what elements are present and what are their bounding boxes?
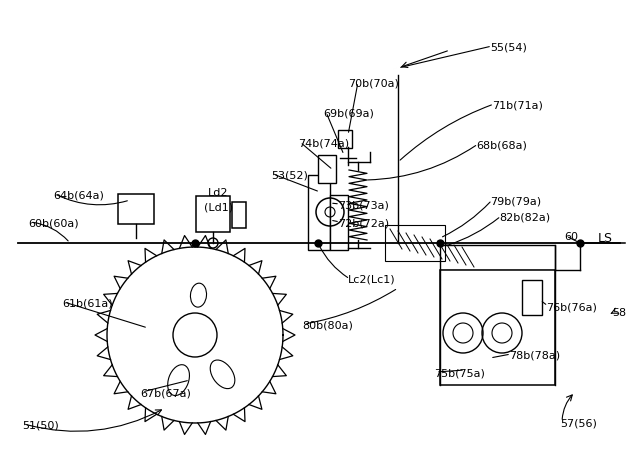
Text: 76b(76a): 76b(76a): [546, 302, 597, 312]
Text: LS: LS: [598, 232, 613, 245]
Bar: [308, 175, 330, 250]
Text: 82b(82a): 82b(82a): [499, 212, 550, 222]
Text: 74b(74a): 74b(74a): [298, 138, 349, 148]
Text: 75b(75a): 75b(75a): [434, 368, 485, 378]
Text: 57(56): 57(56): [560, 418, 597, 428]
Text: 53(52): 53(52): [271, 170, 308, 180]
Bar: [118, 194, 154, 224]
Text: Ld2: Ld2: [208, 188, 228, 198]
Text: (Ld1): (Ld1): [204, 203, 233, 213]
Bar: [330, 195, 348, 250]
Bar: [318, 155, 336, 183]
Text: Lc2(Lc1): Lc2(Lc1): [348, 275, 396, 285]
Ellipse shape: [191, 283, 207, 307]
Bar: [522, 280, 542, 315]
Text: 73b(73a): 73b(73a): [338, 200, 389, 210]
Bar: [440, 270, 555, 385]
Bar: [440, 245, 555, 270]
Text: 58: 58: [612, 308, 626, 318]
Text: 60: 60: [564, 232, 578, 242]
Bar: [232, 202, 246, 228]
Bar: [385, 225, 445, 261]
Text: 70b(70a): 70b(70a): [348, 78, 399, 88]
Text: 55(54): 55(54): [490, 42, 527, 52]
Bar: [196, 196, 230, 232]
Text: 60b(60a): 60b(60a): [28, 218, 79, 228]
Text: 61b(61a): 61b(61a): [62, 298, 113, 308]
Text: 69b(69a): 69b(69a): [323, 108, 374, 118]
Text: 72b(72a): 72b(72a): [338, 218, 389, 228]
Text: 79b(79a): 79b(79a): [490, 196, 541, 206]
Text: 71b(71a): 71b(71a): [492, 100, 543, 110]
Bar: [338, 130, 352, 148]
Text: 68b(68a): 68b(68a): [476, 140, 527, 150]
Text: 64b(64a): 64b(64a): [53, 190, 104, 200]
Text: 78b(78a): 78b(78a): [509, 350, 560, 360]
Ellipse shape: [168, 365, 189, 396]
Text: 80b(80a): 80b(80a): [302, 320, 353, 330]
Text: 67b(67a): 67b(67a): [140, 388, 191, 398]
Ellipse shape: [210, 360, 235, 388]
Text: 51(50): 51(50): [22, 420, 59, 430]
